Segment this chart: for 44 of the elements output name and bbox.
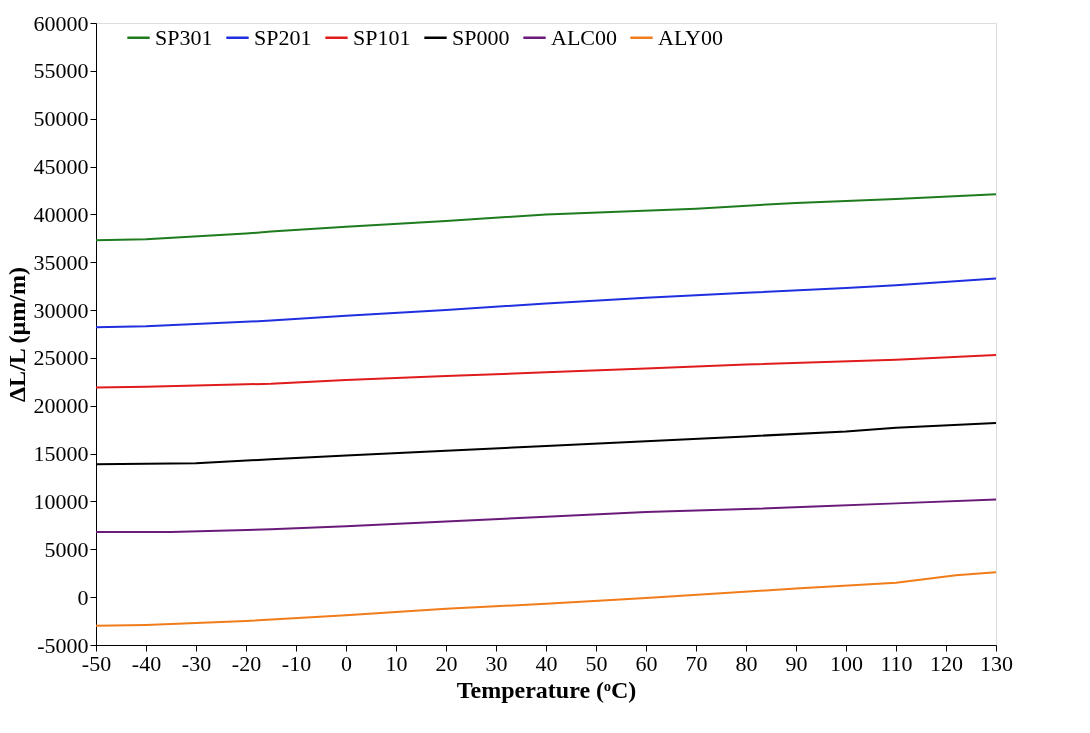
y-tick-label: 20000 [33, 393, 89, 419]
line-series [95, 193, 997, 242]
line-series [95, 277, 997, 329]
line-series [95, 498, 997, 534]
line-series [95, 354, 997, 389]
x-tick-label: 20 [435, 650, 458, 676]
y-tick-label: 50000 [33, 106, 89, 132]
legend-label: SP301 [155, 24, 213, 50]
y-tick-label: 45000 [33, 154, 89, 180]
line-series [95, 571, 997, 627]
x-tick-label: 130 [980, 650, 1013, 676]
legend-label: SP201 [254, 24, 312, 50]
x-tick-label: -40 [131, 650, 162, 676]
y-tick-label: 25000 [33, 345, 89, 371]
legend-label: ALY00 [658, 24, 724, 50]
x-tick-label: -30 [181, 650, 212, 676]
y-axis-title: ΔL/L (µm/m) [3, 267, 30, 402]
y-tick-label: 35000 [33, 249, 89, 275]
y-tick-label: 60000 [33, 10, 89, 36]
legend-label: SP000 [452, 24, 510, 50]
x-tick-label: 120 [930, 650, 963, 676]
legend-label: SP101 [353, 24, 411, 50]
x-tick-label: -20 [231, 650, 262, 676]
x-tick-label: 0 [341, 650, 352, 676]
y-tick-label: 55000 [33, 58, 89, 84]
y-tick-label: 40000 [33, 201, 89, 227]
y-tick-label: 10000 [33, 488, 89, 514]
y-tick-label: 0 [77, 584, 89, 610]
x-tick-label: 60 [635, 650, 658, 676]
x-tick-label: 80 [735, 650, 758, 676]
legend-label: ALC00 [551, 24, 617, 50]
x-tick-label: 70 [685, 650, 708, 676]
y-tick-label: 15000 [33, 441, 89, 467]
x-tick-label: 30 [485, 650, 508, 676]
x-tick-label: 50 [585, 650, 608, 676]
y-tick-label: 5000 [44, 536, 89, 562]
x-tick-label: 100 [830, 650, 863, 676]
x-axis-title: Temperature (ᵒC) [456, 676, 637, 703]
x-tick-label: -10 [281, 650, 312, 676]
y-tick-label: 30000 [33, 297, 89, 323]
x-tick-label: 110 [880, 650, 913, 676]
x-tick-label: 90 [785, 650, 808, 676]
x-tick-label: 10 [385, 650, 408, 676]
x-tick-label: 40 [535, 650, 558, 676]
